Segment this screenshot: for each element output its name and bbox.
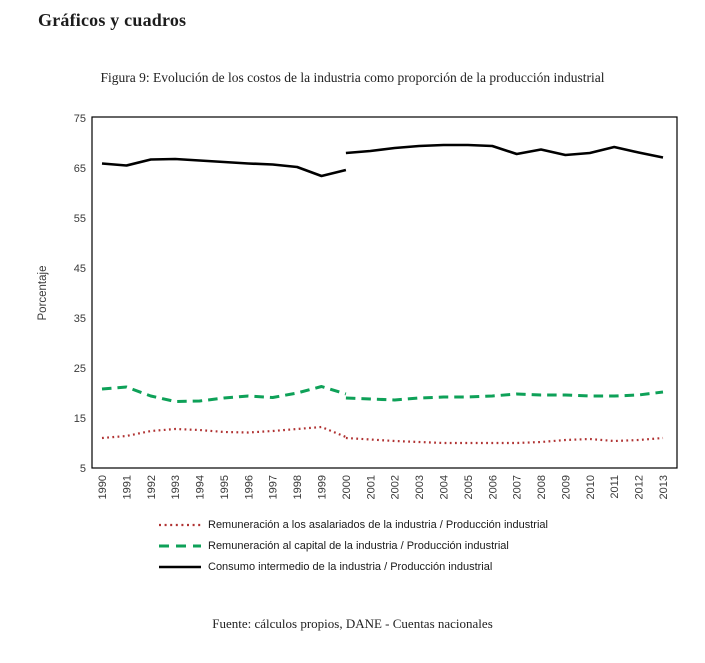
legend-label: Remuneración al capital de la industria … [208, 539, 509, 552]
x-tick-label: 1991 [121, 475, 133, 499]
x-tick-label: 1997 [268, 475, 280, 499]
y-tick-label: 75 [74, 113, 86, 125]
x-tick-label: 2001 [365, 475, 377, 499]
series-line [101, 425, 347, 440]
chart-legend: Remuneración a los asalariados de la ind… [158, 514, 548, 577]
x-tick-label: 1990 [97, 475, 109, 499]
x-tick-label: 1993 [170, 475, 182, 499]
series-line [345, 436, 664, 445]
x-tick-label: 2003 [414, 475, 426, 499]
legend-label: Consumo intermedio de la industria / Pro… [208, 560, 493, 573]
legend-item: Remuneración al capital de la industria … [158, 535, 548, 556]
series-line [101, 385, 347, 403]
source-note: Fuente: cálculos propios, DANE - Cuentas… [212, 616, 493, 631]
x-tick-label: 2005 [463, 475, 475, 499]
chart-area: 5 15 25 35 45 55 65 75 Porcentaje 1990 1991 1992 199… [0, 105, 705, 515]
x-tick-label: 2009 [560, 475, 572, 499]
legend-marker-dotted-icon [159, 523, 201, 526]
x-tick-label: 2008 [536, 475, 548, 499]
legend-item: Remuneración a los asalariados de la ind… [158, 514, 548, 535]
x-tick-label: 1992 [146, 475, 158, 499]
series-line [345, 143, 664, 159]
x-tick-label: 2006 [487, 475, 499, 499]
x-tick-label: 2007 [512, 475, 524, 499]
x-tick-label: 2002 [390, 475, 402, 499]
y-tick-label: 35 [74, 313, 86, 325]
x-tick-label: 2013 [658, 475, 670, 499]
x-tick-label: 2011 [609, 475, 621, 499]
figure-caption: Figura 9: Evolución de los costos de la … [100, 70, 605, 85]
x-tick-label: 1998 [292, 475, 304, 499]
plot-frame [91, 116, 678, 469]
x-tick-label: 1996 [243, 475, 255, 499]
y-tick-label: 15 [74, 413, 86, 425]
y-tick-label: 65 [74, 163, 86, 175]
line-chart: 5 15 25 35 45 55 65 75 Porcentaje 1990 1991 1992 199… [37, 113, 678, 499]
x-tick-label: 2004 [438, 475, 450, 499]
x-tick-label: 2000 [341, 475, 353, 499]
x-tick-label: 2010 [585, 475, 597, 499]
x-tick-label: 1999 [317, 475, 329, 499]
y-axis-title: Porcentaje [37, 266, 49, 321]
y-tick-label: 5 [80, 463, 86, 475]
legend-marker-solid-icon [159, 565, 201, 568]
legend-label: Remuneración a los asalariados de la ind… [208, 518, 548, 531]
x-tick-label: 1995 [219, 475, 231, 499]
legend-marker-dashed-icon [159, 544, 201, 547]
series-line [101, 157, 347, 178]
x-tick-label: 2012 [634, 475, 646, 499]
legend-item: Consumo intermedio de la industria / Pro… [158, 556, 548, 577]
y-tick-label: 55 [74, 213, 86, 225]
x-tick-label: 1994 [195, 475, 207, 499]
page-title: Gráficos y cuadros [38, 10, 187, 30]
y-tick-label: 45 [74, 263, 86, 275]
y-tick-label: 25 [74, 363, 86, 375]
series-line [345, 390, 664, 402]
